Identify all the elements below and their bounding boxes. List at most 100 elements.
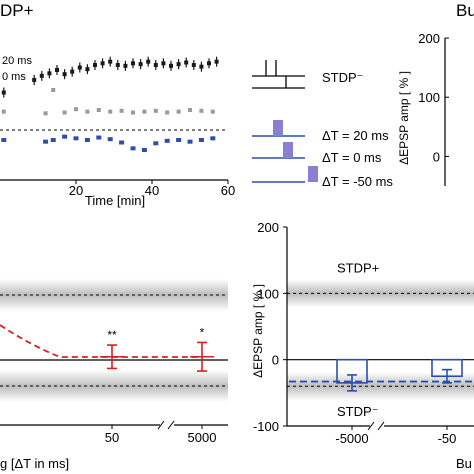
timecourse-point-gray xyxy=(51,88,56,92)
summary-left-fit-curve xyxy=(0,324,202,358)
protocol-label: ΔT = -50 ms xyxy=(322,174,393,189)
timecourse-point-blue xyxy=(130,146,136,151)
summary-left-x-tick-label: 5000 xyxy=(188,430,217,445)
axis-break-mark xyxy=(167,420,175,430)
summary-right-y-tick-label: 0 xyxy=(272,353,279,368)
timecourse-x-label: Time [min] xyxy=(85,193,145,208)
timecourse-point-black xyxy=(176,62,181,67)
timecourse-point-black xyxy=(100,61,105,66)
timecourse-point-blue xyxy=(43,139,49,144)
timecourse-point-black xyxy=(153,63,158,67)
summary-right-band-label: STDP⁻ xyxy=(337,404,379,419)
timecourse-point-gray xyxy=(176,109,181,114)
summary-plot-left: ** 50 * 5000 xyxy=(0,279,228,445)
timecourse-point-blue xyxy=(187,139,193,144)
summary-plot-right: STDP+ STDP⁻ -100 0 100 200 -5000 -50 xyxy=(253,220,474,446)
legend-label-20ms: 20 ms xyxy=(2,55,32,67)
stdp-minus-label: STDP⁻ xyxy=(322,70,364,85)
timecourse-point-black xyxy=(161,61,166,66)
axis-break-gap xyxy=(370,422,384,430)
timecourse-point-gray xyxy=(210,109,215,114)
timecourse-point-blue xyxy=(96,135,102,140)
timecourse-x-tick-label: 40 xyxy=(145,183,159,198)
timecourse-point-gray xyxy=(1,109,6,114)
timecourse-point-gray xyxy=(85,109,90,114)
timecourse-point-black xyxy=(70,69,75,74)
timecourse-point-black xyxy=(207,61,211,66)
top-right-y-label: ΔEPSP amp [ % ] xyxy=(397,71,411,165)
timecourse-point-blue xyxy=(107,137,113,142)
summary-right-y-tick-label: -100 xyxy=(253,419,279,434)
timecourse-point-black xyxy=(77,65,82,70)
panel-title-left: DP+ xyxy=(0,1,34,20)
timecourse-point-blue xyxy=(176,138,182,142)
panel-title-right: Bu xyxy=(456,1,474,20)
summary-right-y-tick-label: 100 xyxy=(257,286,279,301)
timecourse-point-black xyxy=(85,67,90,72)
timecourse-point-black xyxy=(169,63,173,68)
timecourse-point-gray xyxy=(188,108,192,112)
summary-right-x-label: Bu xyxy=(456,456,472,471)
timecourse-point-black xyxy=(123,63,128,68)
summary-right-y-label: ΔEPSP amp [ % ] xyxy=(251,284,265,378)
timecourse-point-gray xyxy=(62,110,67,115)
timecourse-point-black xyxy=(32,78,37,82)
legend-label-0ms: 0 ms xyxy=(2,71,26,83)
top-right-y-tick-label: 200 xyxy=(418,31,440,46)
timecourse-point-gray xyxy=(74,107,78,112)
timecourse-point-gray xyxy=(131,110,135,115)
summary-left-annotation: ** xyxy=(107,328,117,342)
summary-right-y-tick-label: 200 xyxy=(257,220,279,235)
timecourse-legend: 20 ms 0 ms xyxy=(2,55,32,83)
timecourse-point-black xyxy=(184,60,189,65)
timecourse-point-black xyxy=(131,61,135,66)
timecourse-point-gray xyxy=(153,108,158,113)
top-right-y-tick-label: 100 xyxy=(418,90,440,105)
timecourse-point-gray xyxy=(199,108,204,113)
top-right-axis: 0 100 200 xyxy=(418,31,449,186)
summary-left-x-label: g [ΔT in ms] xyxy=(0,456,69,471)
timecourse-point-blue xyxy=(198,138,204,142)
timecourse-point-gray xyxy=(165,110,170,115)
timecourse-point-gray xyxy=(119,108,124,113)
timecourse-point-black xyxy=(146,59,151,64)
timecourse-point-blue xyxy=(164,138,170,143)
timecourse-point-black xyxy=(47,71,52,76)
timecourse-point-black xyxy=(199,64,204,69)
timecourse-point-blue xyxy=(62,134,68,139)
timecourse-point-black xyxy=(93,63,97,67)
timecourse-point-black xyxy=(108,59,113,64)
axis-break-mark xyxy=(367,421,375,431)
timecourse-x-tick-label: 60 xyxy=(221,183,235,198)
stdp-minus-symbol xyxy=(252,60,305,89)
axis-break-mark xyxy=(377,421,385,431)
timecourse-point-gray xyxy=(96,108,101,112)
summary-right-band-label: STDP+ xyxy=(337,260,379,275)
timecourse-x-tick-label: 20 xyxy=(69,183,83,198)
timecourse-plot: 20 40 60 xyxy=(0,56,235,198)
protocol-label: ΔT = 0 ms xyxy=(322,150,382,165)
top-right-y-tick-label: 0 xyxy=(433,149,440,164)
timecourse-point-black xyxy=(214,59,219,64)
summary-left-annotation: * xyxy=(200,325,205,339)
timecourse-point-blue xyxy=(84,138,90,142)
timecourse-point-black xyxy=(115,63,120,67)
timecourse-point-black xyxy=(138,62,143,67)
axis-break-mark xyxy=(157,420,165,430)
timecourse-point-gray xyxy=(142,109,147,114)
protocol-spike xyxy=(308,166,318,182)
timecourse-point-blue xyxy=(141,148,147,152)
timecourse-point-blue xyxy=(210,136,216,141)
protocol-legend: STDP⁻ ΔT = 20 ms ΔT = 0 ms ΔT = -50 ms xyxy=(252,60,393,189)
timecourse-point-blue xyxy=(153,141,159,146)
axis-break-gap xyxy=(160,421,174,429)
timecourse-point-black xyxy=(62,72,67,77)
timecourse-point-blue xyxy=(119,140,125,145)
protocol-label: ΔT = 20 ms xyxy=(322,128,389,143)
timecourse-point-gray xyxy=(108,109,113,114)
timecourse-point-gray xyxy=(43,111,48,116)
timecourse-point-blue xyxy=(1,138,7,142)
timecourse-point-blue xyxy=(50,138,56,142)
protocol-spike xyxy=(273,120,283,136)
